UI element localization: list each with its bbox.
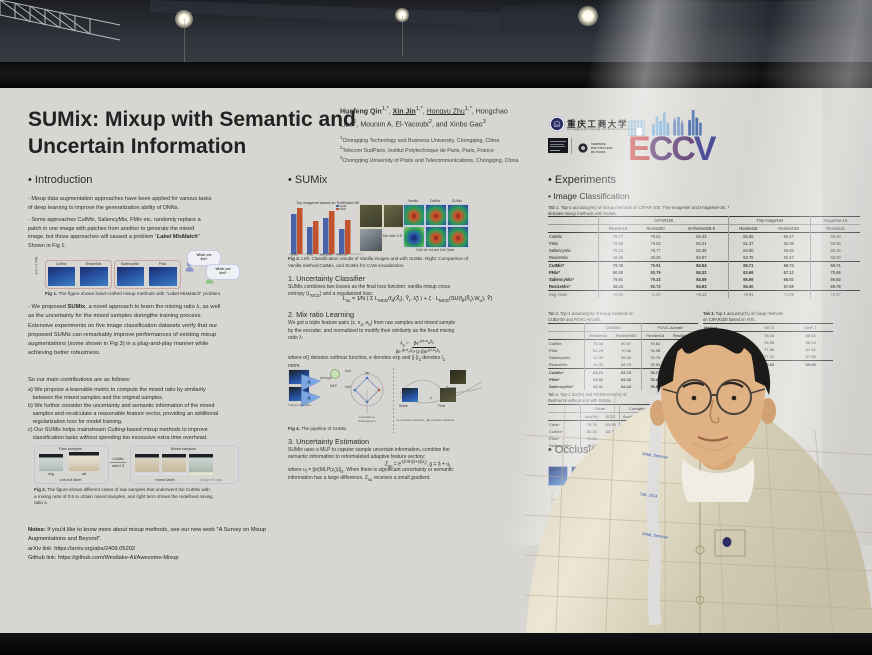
svg-text:A: A (307, 396, 311, 402)
svg-text:SUMix: SUMix (340, 209, 347, 211)
svg-text:Vanilla: Vanilla (340, 206, 347, 208)
svg-text:M: M (555, 123, 558, 128)
